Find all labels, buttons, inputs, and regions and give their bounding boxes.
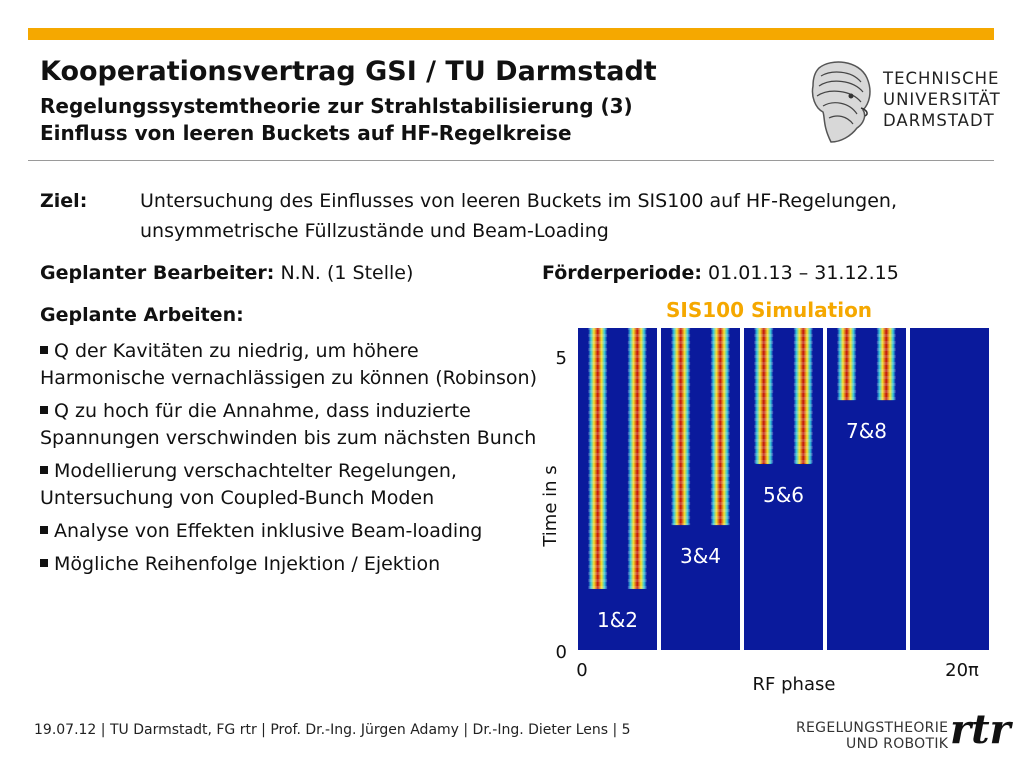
bullet-square-icon bbox=[40, 346, 48, 354]
period-value: 01.01.13 – 31.12.15 bbox=[708, 262, 899, 284]
bullet-square-icon bbox=[40, 559, 48, 567]
list-item: Analyse von Effekten inklusive Beam-load… bbox=[40, 518, 540, 545]
bunch-stripe-ripple bbox=[793, 328, 813, 465]
panel-label: 7&8 bbox=[846, 419, 887, 443]
university-logo-text: TECHNISCHE UNIVERSITÄT DARMSTADT bbox=[883, 69, 1001, 130]
slide-subtitle-1: Regelungssystemtheorie zur Strahlstabili… bbox=[40, 94, 633, 118]
goal-text: Untersuchung des Einflusses von leeren B… bbox=[140, 190, 897, 242]
y-tick-label-bottom: 0 bbox=[556, 642, 567, 663]
slide-title: Kooperationsvertrag GSI / TU Darmstadt bbox=[40, 56, 657, 87]
list-item: Mögliche Reihenfolge Injektion / Ejektio… bbox=[40, 551, 540, 578]
staff-label: Geplanter Bearbeiter: bbox=[40, 262, 275, 284]
panel-label: 1&2 bbox=[597, 608, 638, 632]
goal-label: Ziel: bbox=[40, 190, 88, 212]
bunch-stripe-ripple bbox=[754, 328, 774, 465]
staff-line: Geplanter Bearbeiter: N.N. (1 Stelle) bbox=[40, 260, 413, 286]
bunch-stripe-ripple bbox=[671, 328, 691, 526]
bullet-square-icon bbox=[40, 466, 48, 474]
y-tick-label-top: 5 bbox=[556, 348, 567, 369]
work-heading: Geplante Arbeiten: bbox=[40, 304, 244, 326]
period-line: Förderperiode: 01.01.13 – 31.12.15 bbox=[542, 260, 899, 286]
bunch-stripe-ripple bbox=[710, 328, 730, 526]
x-axis-label: RF phase bbox=[753, 674, 836, 695]
rtr-logo-mark: rtr bbox=[950, 706, 1011, 753]
bunch-stripe-ripple bbox=[627, 328, 647, 589]
bunch-stripe-ripple bbox=[876, 328, 896, 401]
list-item: Q zu hoch für die Annahme, dass induzier… bbox=[40, 400, 537, 449]
x-tick-label-start: 0 bbox=[576, 660, 587, 681]
sis100-heatmap-chart: 1&2 3&4 5&6 7&8 5 0 0 20π RF phase Time in … bbox=[540, 328, 989, 695]
header-divider bbox=[28, 160, 994, 161]
bullet-square-icon bbox=[40, 406, 48, 414]
list-item: Modellierung verschachtelter Regelungen,… bbox=[40, 460, 457, 509]
staff-value: N.N. (1 Stelle) bbox=[280, 262, 414, 284]
tu-darmstadt-logo: TECHNISCHE UNIVERSITÄT DARMSTADT bbox=[801, 56, 1000, 149]
accent-bar bbox=[28, 28, 994, 40]
list-item: Q der Kavitäten zu niedrig, um höhere Ha… bbox=[40, 340, 537, 389]
bunch-stripe-ripple bbox=[837, 328, 857, 401]
x-tick-label-end: 20π bbox=[945, 660, 979, 681]
period-label: Förderperiode: bbox=[542, 262, 702, 284]
athena-head-icon bbox=[801, 56, 881, 149]
rtr-logo-text: REGELUNGSTHEORIE UND ROBOTIK bbox=[796, 720, 949, 752]
bullet-list: Q der Kavitäten zu niedrig, um höhere Ha… bbox=[40, 338, 540, 584]
footer-text: 19.07.12 | TU Darmstadt, FG rtr | Prof. … bbox=[34, 722, 631, 738]
bunch-stripe-ripple bbox=[588, 328, 608, 589]
panel-label: 5&6 bbox=[763, 483, 804, 507]
chart-title: SIS100 Simulation bbox=[666, 298, 873, 322]
bullet-square-icon bbox=[40, 526, 48, 534]
slide-subtitle-2: Einfluss von leeren Buckets auf HF-Regel… bbox=[40, 121, 572, 145]
y-axis-label: Time in s bbox=[540, 465, 561, 547]
heatmap-panel bbox=[910, 328, 989, 650]
panel-label: 3&4 bbox=[680, 544, 721, 568]
